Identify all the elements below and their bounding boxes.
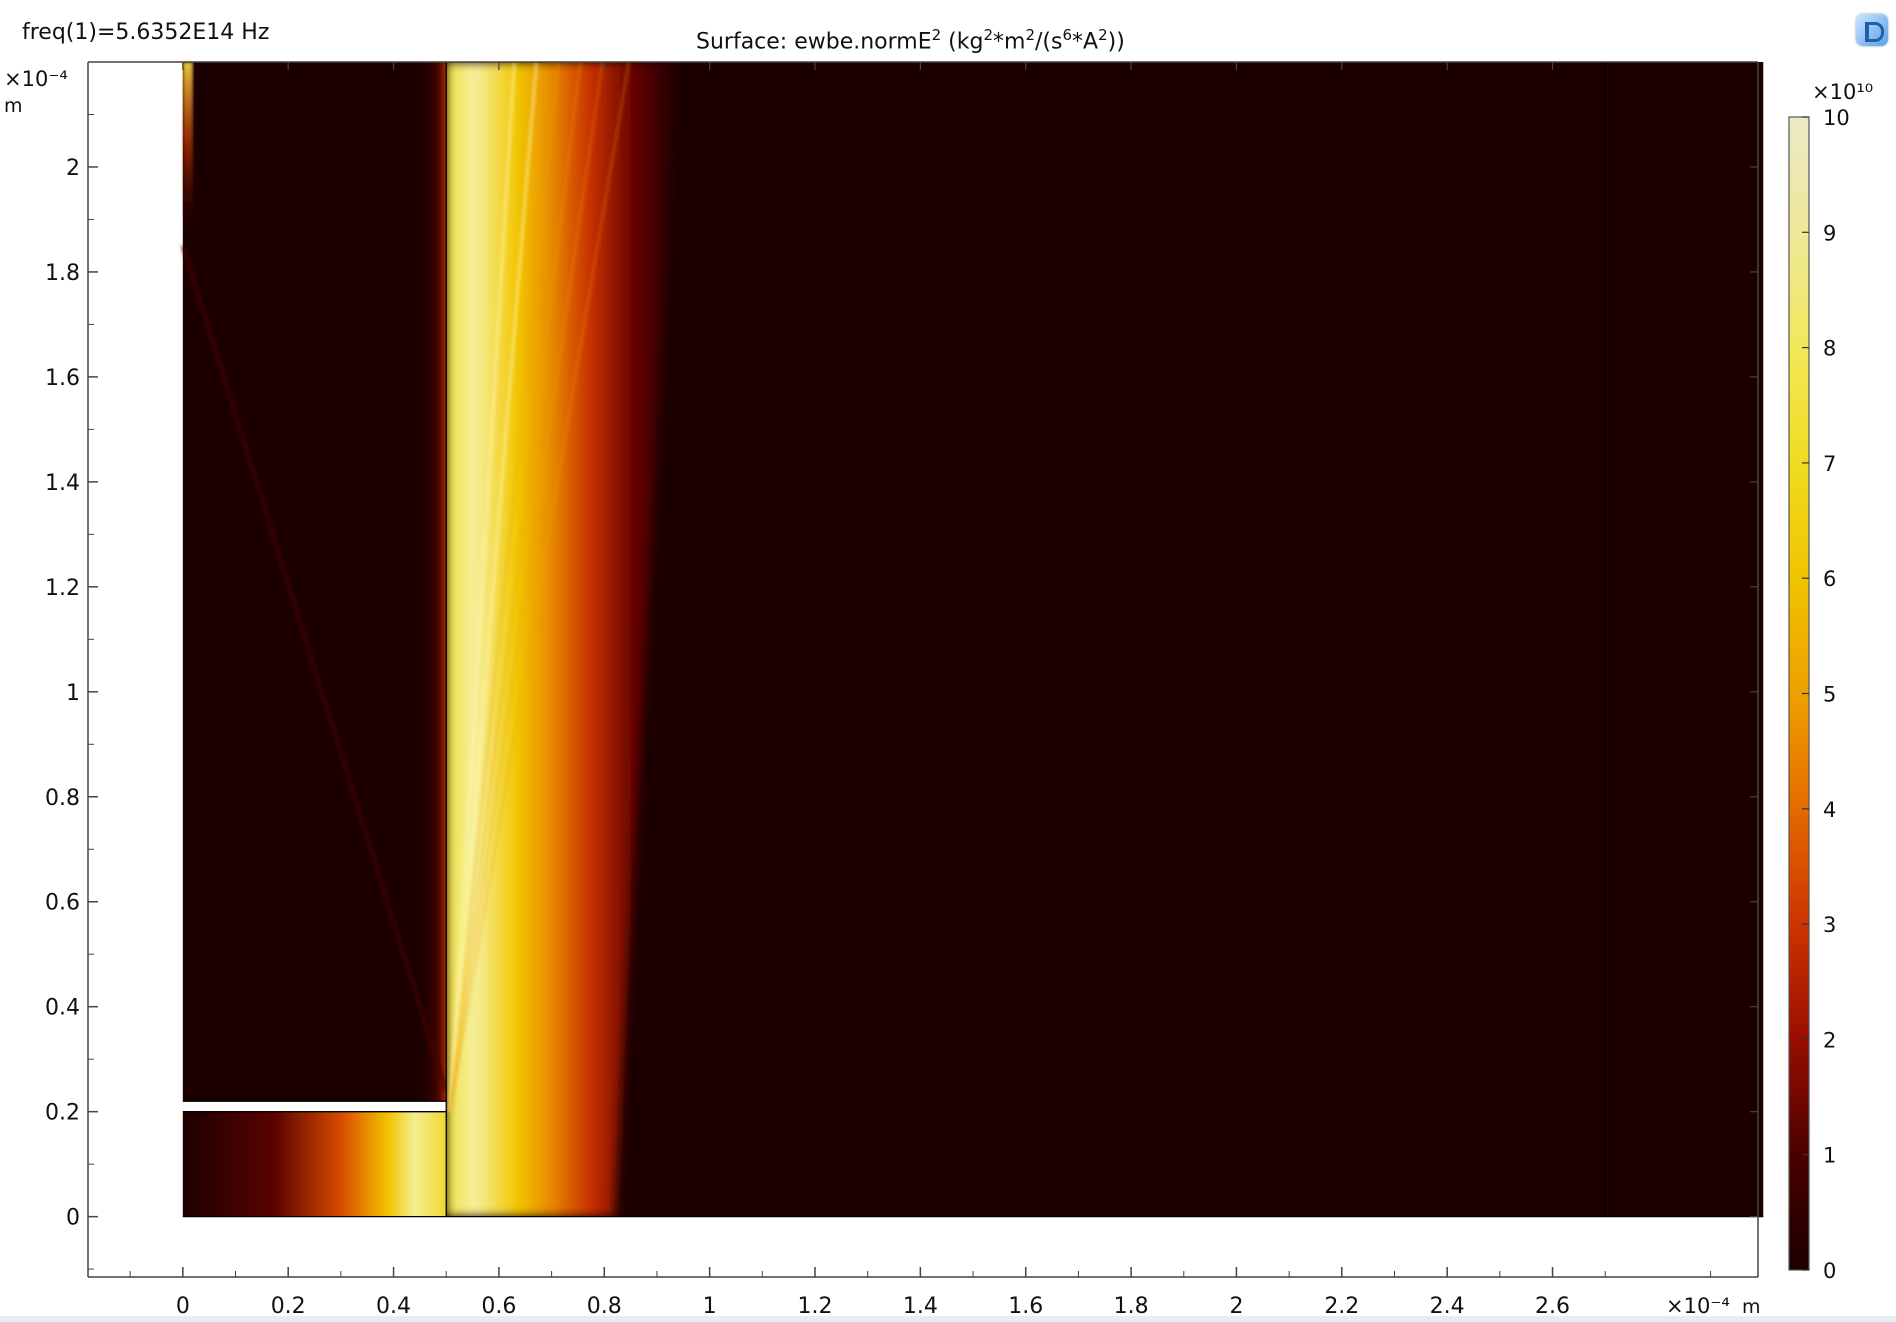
x-axis-multiplier: ×10⁻⁴ (1666, 1294, 1730, 1318)
colorbar-tick-label: 3 (1823, 913, 1836, 937)
y-tick-label: 0.4 (45, 996, 80, 1021)
title-exp-kg: 2 (983, 26, 994, 44)
title-units-m: *m (993, 29, 1026, 55)
y-tick-label: 1.8 (45, 261, 80, 286)
plot-area (180, 62, 1764, 1218)
x-tick-label: 2.4 (1430, 1294, 1465, 1319)
beam-fringe (449, 62, 604, 1112)
left-region-edge-glow (418, 62, 447, 1102)
x-tick-label: 0.6 (481, 1294, 516, 1319)
main-beam (446, 62, 679, 1217)
x-tick-label: 0.8 (587, 1294, 622, 1319)
colorbar-tick-label: 1 (1823, 1144, 1836, 1168)
y-axis-unit: m (4, 95, 23, 117)
title-exp-s: 6 (1062, 26, 1073, 44)
title-exp: 2 (931, 26, 942, 44)
y-tick-label: 1.4 (45, 471, 80, 496)
frequency-label: freq(1)=5.6352E14 Hz (22, 20, 270, 45)
top-left-hot-edge (182, 62, 193, 242)
colorbar-tick-label: 5 (1823, 683, 1836, 707)
waveguide-region (182, 1111, 447, 1217)
colorbar-tick-label: 10 (1823, 106, 1850, 130)
y-tick-label: 1 (66, 681, 80, 706)
beam-fringe (449, 62, 560, 1112)
x-tick-label: 1.6 (1008, 1294, 1043, 1319)
colorbar-tick-label: 9 (1823, 221, 1836, 245)
title-units-a: *A (1072, 29, 1099, 55)
upper-left-region (182, 62, 447, 1102)
colorbar: 0 1 2 3 4 5 6 7 8 9 10×10¹⁰ (1788, 80, 1873, 1283)
title-exp-a: 2 (1098, 26, 1108, 44)
app-logo-icon[interactable] (1856, 14, 1888, 46)
plot-title: Surface: ewbe.normE2 (kg2*m2/(s6*A2)) (696, 26, 1125, 54)
y-tick-label: 0.2 (45, 1101, 80, 1126)
x-axis-unit: m (1742, 1296, 1761, 1318)
colorbar-tick-label: 7 (1823, 452, 1836, 476)
title-units-s: /(s (1035, 29, 1063, 55)
y-tick-label: 0.6 (45, 891, 80, 916)
y-tick-label: 1.6 (45, 366, 80, 391)
y-tick-label: 0 (66, 1206, 80, 1231)
diagonal-ray (180, 245, 449, 1092)
beam-fringe (449, 62, 630, 1112)
colorbar-tick-label: 2 (1823, 1028, 1836, 1052)
colorbar-tick-label: 8 (1823, 337, 1836, 361)
x-tick-label: 0.2 (271, 1294, 306, 1319)
x-tick-label: 1.4 (903, 1294, 938, 1319)
x-tick-label: 1.2 (798, 1294, 833, 1319)
y-tick-label: 2 (66, 156, 80, 181)
colorbar-tick-label: 6 (1823, 567, 1836, 591)
window-bottom-edge (0, 1316, 1896, 1322)
x-tick-label: 0.4 (376, 1294, 411, 1319)
y-tick-label: 1.2 (45, 576, 80, 601)
colorbar-tick-label: 0 (1823, 1259, 1836, 1283)
x-tick-label: 1 (703, 1294, 717, 1319)
x-tick-label: 1.8 (1114, 1294, 1149, 1319)
y-tick-label: 0.8 (45, 786, 80, 811)
title-units-close: )) (1107, 29, 1125, 55)
beam-fringe (448, 62, 538, 1112)
colorbar-tick-label: 4 (1823, 798, 1836, 822)
beam-fringe (449, 62, 582, 1112)
title-prefix: Surface: ewbe.normE (696, 29, 932, 55)
x-tick-label: 0 (176, 1294, 190, 1319)
x-tick-label: 2.2 (1324, 1294, 1359, 1319)
y-axis-multiplier: ×10⁻⁴ (4, 67, 68, 91)
x-tick-label: 2.6 (1535, 1294, 1570, 1319)
x-tick-label: 2 (1229, 1294, 1243, 1319)
title-units-open: (kg (941, 29, 984, 55)
axes: 0 0.2 0.4 0.6 0.8 1 1.2 1.4 1.6 1.8 2 0 0.2 0.4 0.6 0.8… (4, 61, 1761, 1319)
title-exp-m: 2 (1025, 26, 1035, 44)
colorbar-multiplier: ×10¹⁰ (1812, 80, 1873, 104)
beam-fringe (448, 62, 516, 1112)
